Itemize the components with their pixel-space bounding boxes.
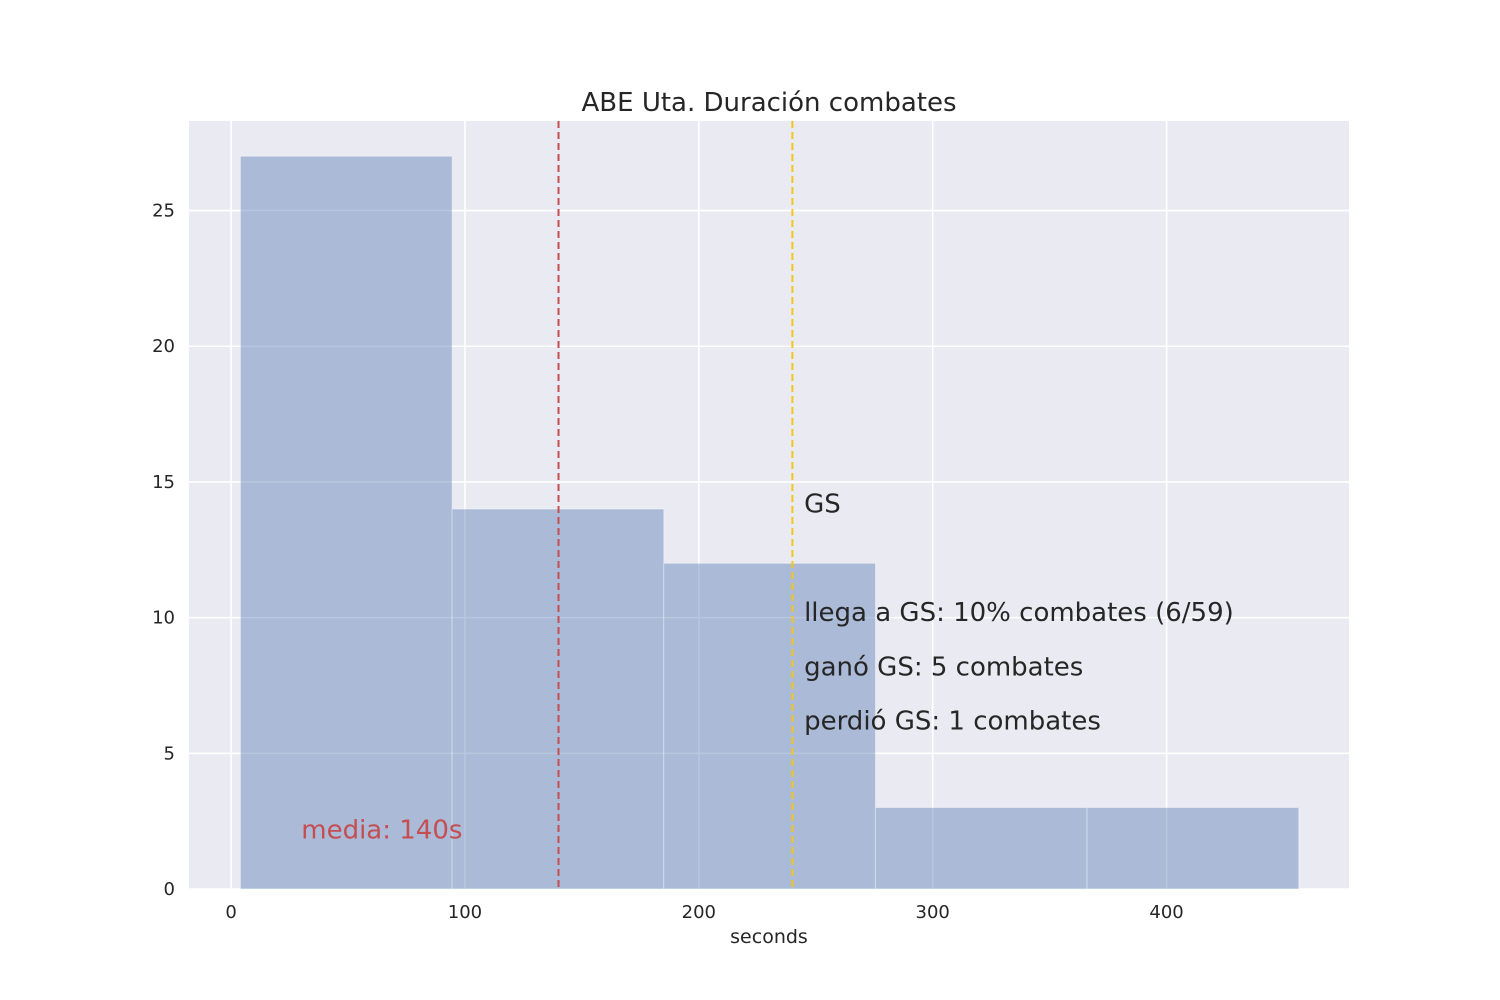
histogram-bar [239,155,453,890]
x-tick-label: 100 [448,902,482,923]
gs-annotation-0: GS [804,490,841,520]
x-axis-label: seconds [730,926,808,948]
plot-background [189,121,1349,889]
histogram-bar [1086,807,1300,890]
y-tick-label: 0 [164,879,175,900]
histogram-bar [874,807,1088,890]
y-tick-label: 10 [152,608,175,629]
x-tick-label: 400 [1149,902,1183,923]
gs-annotation-2: ganó GS: 5 combates [804,652,1083,682]
axis-ticks: 0 100 200 300 400 0 5 10 15 20 25 [152,201,1184,923]
chart-title: ABE Uta. Duración combates [582,88,957,118]
y-tick-label: 20 [152,336,175,357]
x-tick-label: 200 [682,902,716,923]
histogram-bar [663,562,876,890]
y-tick-label: 5 [164,743,175,764]
y-tick-label: 15 [152,472,175,493]
gs-annotation-1: llega a GS: 10% combates (6/59) [804,598,1234,628]
annotations: GS llega a GS: 10% combates (6/59) ganó GS… [301,490,1234,846]
mean-annotation: media: 140s [301,815,462,845]
x-tick-label: 0 [225,902,236,923]
reference-lines [557,121,794,889]
grid-lines [189,121,1349,890]
y-tick-label: 25 [152,201,175,222]
gs-annotation-3: perdió GS: 1 combates [804,707,1101,737]
x-tick-label: 300 [916,902,950,923]
